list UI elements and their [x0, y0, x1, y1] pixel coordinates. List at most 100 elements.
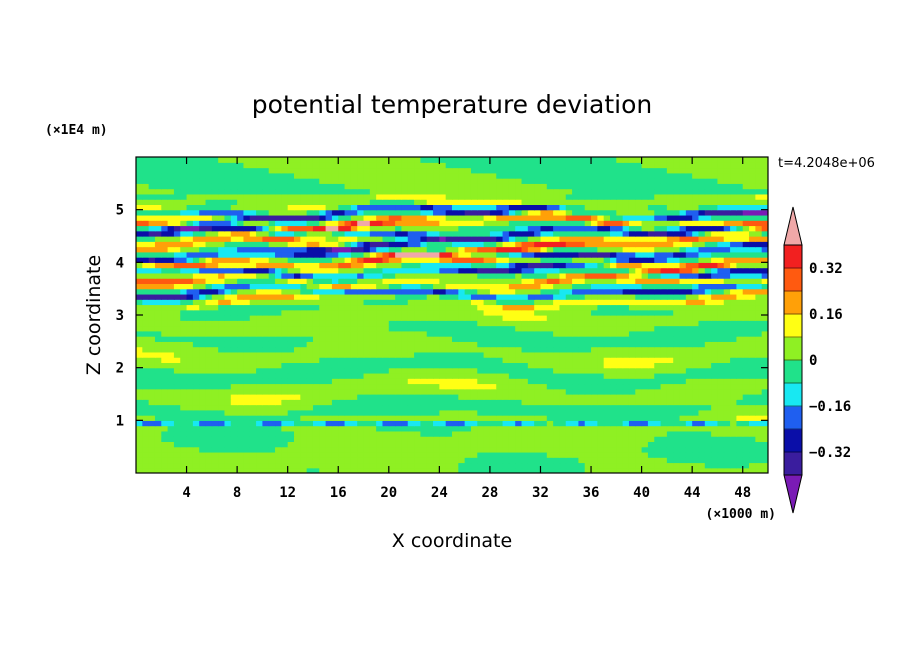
- contour-cell: [230, 372, 238, 379]
- contour-cell: [527, 446, 535, 453]
- contour-cell: [572, 325, 579, 332]
- contour-cell: [654, 441, 662, 448]
- contour-cell: [218, 293, 226, 300]
- contour-cell: [622, 220, 630, 227]
- contour-cell: [180, 362, 188, 369]
- contour-cell: [218, 362, 226, 369]
- contour-cell: [553, 320, 561, 327]
- contour-cell: [148, 415, 156, 421]
- contour-cell: [610, 262, 617, 269]
- contour-cell: [584, 415, 592, 421]
- contour-cell: [325, 383, 333, 390]
- contour-cell: [312, 257, 320, 263]
- contour-cell: [300, 467, 308, 473]
- contour-cell: [553, 267, 561, 274]
- contour-cell: [464, 446, 472, 453]
- contour-cell: [344, 362, 352, 369]
- contour-cell: [483, 251, 491, 258]
- contour-cell: [338, 378, 346, 385]
- contour-cell: [483, 346, 491, 353]
- contour-cell: [628, 225, 636, 232]
- contour-cell: [300, 436, 308, 442]
- contour-cell: [294, 309, 301, 316]
- contour-cell: [186, 309, 194, 316]
- contour-cell: [401, 272, 409, 279]
- contour-cell: [591, 399, 598, 406]
- contour-cell: [325, 236, 333, 242]
- contour-cell: [717, 241, 725, 248]
- contour-cell: [578, 341, 586, 348]
- contour-cell: [502, 415, 510, 421]
- contour-cell: [673, 467, 681, 473]
- contour-cell: [312, 351, 320, 358]
- contour-cell: [395, 357, 403, 363]
- contour-cell: [230, 293, 238, 300]
- contour-cell: [464, 209, 472, 216]
- contour-cell: [610, 378, 617, 385]
- contour-cell: [647, 441, 655, 448]
- contour-cell: [616, 220, 624, 227]
- contour-cell: [546, 404, 554, 411]
- contour-cell: [685, 404, 693, 411]
- contour-cell: [559, 330, 567, 337]
- contour-cell: [382, 446, 390, 453]
- contour-cell: [445, 367, 453, 374]
- contour-cell: [136, 420, 143, 427]
- contour-cell: [610, 420, 617, 427]
- contour-cell: [508, 262, 516, 269]
- contour-cell: [666, 225, 674, 232]
- contour-cell: [597, 399, 605, 406]
- contour-cell: [464, 425, 472, 432]
- contour-cell: [666, 241, 674, 248]
- contour-cell: [628, 372, 636, 379]
- contour-cell: [363, 409, 371, 416]
- contour-cell: [312, 378, 320, 385]
- contour-cell: [540, 430, 548, 437]
- contour-cell: [262, 241, 270, 248]
- contour-cell: [723, 315, 731, 321]
- contour-cell: [344, 209, 352, 216]
- contour-cell: [704, 383, 712, 390]
- contour-cell: [312, 220, 320, 227]
- contour-cell: [445, 399, 453, 406]
- contour-cell: [527, 420, 535, 427]
- contour-cell: [717, 209, 725, 216]
- contour-cell: [300, 220, 308, 227]
- contour-cell: [136, 388, 143, 395]
- contour-cell: [287, 241, 295, 248]
- contour-cell: [262, 341, 270, 348]
- contour-cell: [723, 451, 731, 458]
- contour-cell: [344, 404, 352, 411]
- contour-cell: [515, 451, 523, 458]
- contour-cell: [369, 336, 377, 342]
- contour-cell: [698, 283, 706, 290]
- contour-cell: [414, 283, 421, 290]
- contour-cell: [496, 330, 504, 337]
- contour-cell: [275, 293, 282, 300]
- contour-cell: [445, 225, 453, 232]
- contour-cell: [749, 304, 756, 311]
- contour-cell: [540, 330, 548, 337]
- contour-cell: [237, 304, 245, 311]
- contour-cell: [312, 399, 320, 406]
- contour-cell: [154, 351, 162, 358]
- contour-cell: [603, 283, 611, 290]
- contour-cell: [761, 457, 768, 464]
- contour-cell: [395, 415, 403, 421]
- contour-cell: [262, 462, 270, 469]
- contour-cell: [711, 330, 719, 337]
- contour-cell: [578, 220, 586, 227]
- contour-cell: [256, 236, 263, 242]
- contour-cell: [249, 225, 257, 232]
- contour-cell: [508, 351, 516, 358]
- contour-cell: [673, 415, 681, 421]
- contour-cell: [388, 462, 396, 469]
- contour-cell: [603, 399, 611, 406]
- contour-cell: [628, 220, 636, 227]
- contour-cell: [426, 357, 434, 363]
- contour-cell: [338, 362, 346, 369]
- contour-cell: [401, 304, 409, 311]
- contour-cell: [192, 425, 200, 432]
- contour-cell: [698, 378, 706, 385]
- contour-cell: [382, 251, 390, 258]
